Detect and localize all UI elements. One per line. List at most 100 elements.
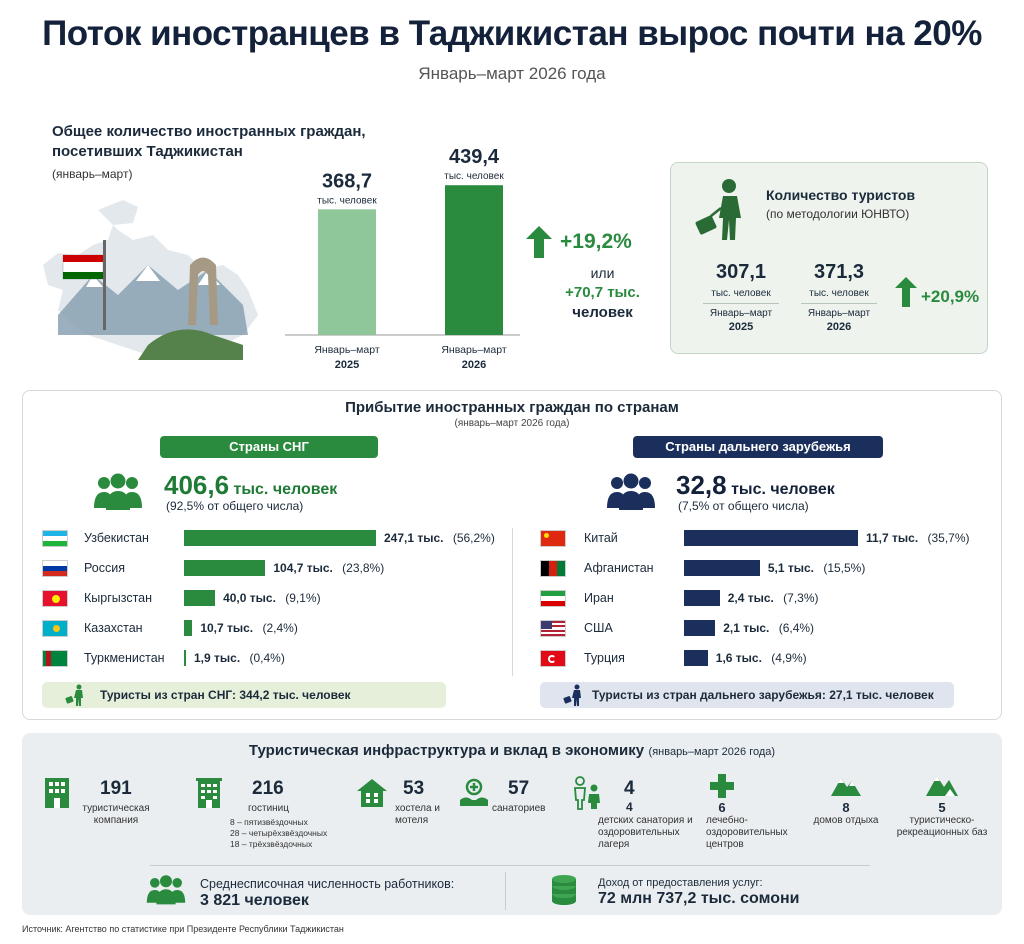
country-value-label-cn: 11,7 тыс. (35,7%) <box>866 531 970 545</box>
infra-6-num: 6 <box>718 800 726 815</box>
flag-ir-icon <box>540 590 566 607</box>
infra-5-label: детских санатория и оздоровительных лаге… <box>598 815 693 850</box>
sanatorium-icon <box>460 778 488 806</box>
total-bar-value-1: 368,7 <box>322 170 372 192</box>
country-bar-ru <box>184 560 266 576</box>
cis-traveler-icon <box>65 684 83 706</box>
tourists-2025: 307,1 тыс. человек Январь–март 2025 <box>691 261 791 333</box>
total-bar-unit-2: тыс. человек <box>444 171 504 182</box>
infra-8-num: 5 <box>938 800 946 815</box>
infra-6-label: лечебно-оздоровительных центров <box>706 815 788 850</box>
infra-title: Туристическая инфраструктура и вклад в э… <box>248 742 645 759</box>
mountain-icon <box>831 778 861 796</box>
country-value-cn: 11,7 тыс. <box>866 531 919 545</box>
country-value-ir: 2,4 тыс. <box>727 591 774 605</box>
country-label-af: Афганистан <box>584 561 654 575</box>
country-label-tm: Туркменистан <box>84 651 165 665</box>
infra-divider <box>150 865 870 866</box>
total-title: Общее количество иностранных граждан, по… <box>52 122 366 162</box>
growth-abs: +70,7 тыс. <box>565 284 640 301</box>
page-title: Поток иностранцев в Таджикистан вырос по… <box>42 14 982 53</box>
house-icon <box>357 779 387 807</box>
country-value-label-af: 5,1 тыс. (15,5%) <box>768 561 866 575</box>
country-share-tm: (0,4%) <box>246 651 285 665</box>
far-people-icon <box>607 473 655 510</box>
total-bar-1 <box>318 209 376 335</box>
infra-1-label: туристическая компания <box>82 803 150 826</box>
infra-7-num: 8 <box>842 800 850 815</box>
tourists-2026-period1: Январь–март <box>807 308 871 319</box>
country-value-label-kg: 40,0 тыс. (9,1%) <box>223 591 321 605</box>
cis-total: 406,6 тыс. человек <box>164 470 337 501</box>
country-value-ru: 104,7 тыс. <box>273 561 333 575</box>
traveler-with-suitcase-icon <box>695 179 741 240</box>
countries-divider <box>512 528 513 676</box>
country-bar-tr <box>684 650 708 666</box>
far-total-value: 32,8 <box>676 470 727 500</box>
cis-tourists-note-text: Туристы из стран СНГ: 344,2 тыс. человек <box>100 688 351 702</box>
country-value-af: 5,1 тыс. <box>767 561 814 575</box>
country-share-ir: (7,3%) <box>779 591 819 605</box>
countries-period: (январь–март 2026 года) <box>454 418 570 429</box>
country-value-kg: 40,0 тыс. <box>223 591 276 605</box>
flag-ru-icon <box>42 560 68 577</box>
monument-arch-shape <box>188 257 218 325</box>
country-value-label-ru: 104,7 тыс. (23,8%) <box>273 561 384 575</box>
flagpole-shape <box>103 240 106 330</box>
country-value-label-us: 2,1 тыс. (6,4%) <box>723 621 814 635</box>
country-bar-af <box>684 560 760 576</box>
flag-us-icon <box>540 620 566 637</box>
tourists-2025-period1: Январь–март <box>709 308 773 319</box>
tourists-title: Количество туристов <box>766 187 916 203</box>
cis-total-unit: тыс. человек <box>233 481 338 498</box>
infra-3-label: хостела и мотеля <box>395 803 440 826</box>
infra-2-num: 216 <box>252 778 284 799</box>
country-value-uz: 247,1 тыс. <box>384 531 444 545</box>
total-title-line1: Общее количество иностранных граждан, <box>52 123 366 140</box>
country-bar-kz <box>184 620 193 636</box>
country-value-us: 2,1 тыс. <box>723 621 770 635</box>
infra-2-detail-1: 8 – пятизвёздочных <box>230 817 308 827</box>
infra-5-num-repeat: 4 <box>626 800 633 814</box>
tourists-2026-unit: тыс. человек <box>809 288 869 299</box>
country-value-label-ir: 2,4 тыс. (7,3%) <box>728 591 819 605</box>
infra-5-num: 4 <box>624 778 635 799</box>
tourists-box: Количество туристов (по методологии ЮНВТ… <box>670 162 988 354</box>
infra-4-num: 57 <box>508 778 530 799</box>
total-bar-cat2-2: 2026 <box>462 359 486 371</box>
country-share-kg: (9,1%) <box>281 591 321 605</box>
total-bar-2 <box>445 185 503 335</box>
country-bar-cn <box>684 530 858 546</box>
flag-tr-icon <box>540 650 566 667</box>
infra-period: (январь–март 2026 года) <box>648 746 776 758</box>
country-label-uz: Узбекистан <box>84 531 149 545</box>
country-value-kz: 10,7 тыс. <box>200 621 254 635</box>
source-note: Источник: Агентство по статистике при Пр… <box>22 924 344 934</box>
workers-value: 3 821 человек <box>200 892 309 909</box>
country-label-cn: Китай <box>584 531 618 545</box>
mountain-camp-icon <box>926 776 958 796</box>
country-bar-tm <box>184 650 186 666</box>
tourists-2025-value: 307,1 <box>715 261 767 283</box>
total-bar-chart: 368,7 тыс. человек Январь–март 2025 439,4 тыс… <box>285 146 520 371</box>
country-share-us: (6,4%) <box>775 621 815 635</box>
country-bar-kg <box>184 590 216 606</box>
growth-arrow-up-icon <box>526 226 552 258</box>
cis-share: (92,5% от общего числа) <box>166 499 304 513</box>
country-label-ir: Иран <box>584 591 614 605</box>
total-bar-cat2-1: 2025 <box>335 359 359 371</box>
total-bar-unit-1: тыс. человек <box>317 195 377 206</box>
total-bar-cat1-2: Январь–март <box>441 344 506 356</box>
country-label-ru: Россия <box>84 561 125 575</box>
far-header: Страны дальнего зарубежья <box>633 436 883 458</box>
infra-2-detail-2: 28 – четырёхзвёздочных <box>230 828 328 838</box>
flag-af-icon <box>540 560 566 577</box>
building-icon <box>45 778 69 808</box>
far-share: (7,5% от общего числа) <box>678 499 809 513</box>
cis-header: Страны СНГ <box>160 436 378 458</box>
tourists-growth: +20,9% <box>921 287 980 306</box>
country-label-kg: Кыргызстан <box>84 591 153 605</box>
tourists-2025-period2: 2025 <box>728 321 754 333</box>
tajikistan-map-illustration <box>43 200 258 360</box>
far-tourists-note-text: Туристы из стран дальнего зарубежья: 27,… <box>592 688 934 702</box>
